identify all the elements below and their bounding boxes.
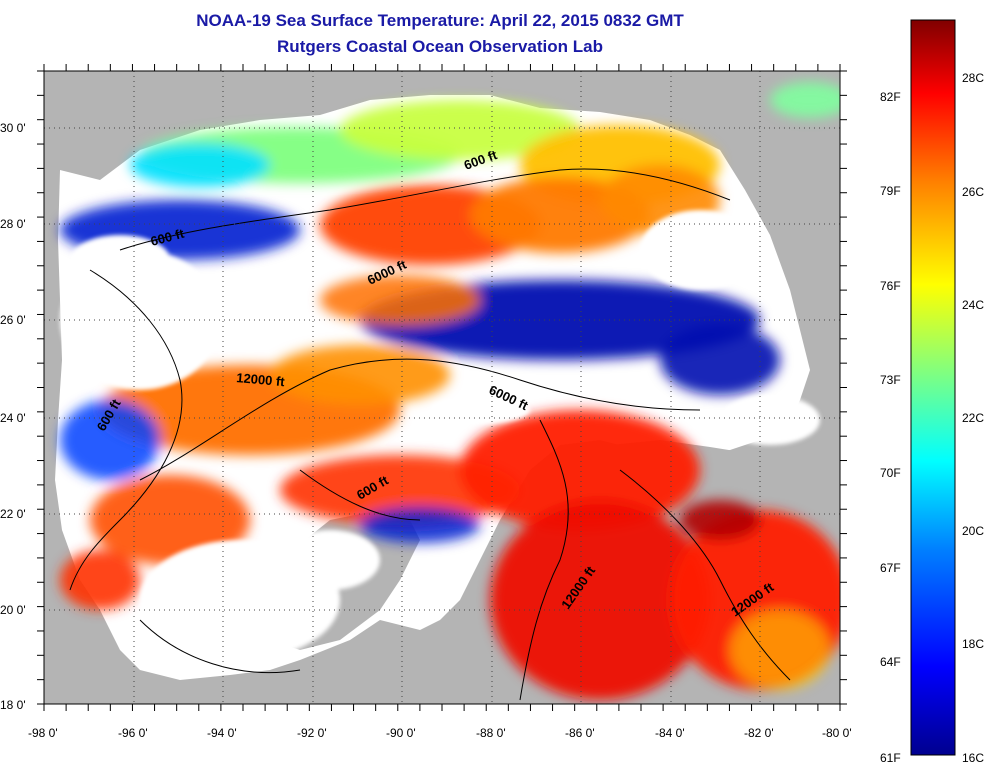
colorbar-label-c: 28C [962,71,984,85]
x-tick-label: -96 0' [118,726,148,740]
colorbar-label-f: 64F [880,655,901,669]
tick-marks [37,64,847,711]
contour-label: 12000 ft [236,370,286,389]
colorbar-label-f: 61F [880,751,901,765]
x-tick-label: -84 0' [655,726,685,740]
y-tick-label: 20 0' [0,603,26,617]
sst-field [60,82,840,700]
x-tick-label: -98 0' [28,726,58,740]
colorbar-label-c: 24C [962,298,984,312]
colorbar-celsius-labels: 28C 26C 24C 22C 20C 18C 16C [962,71,984,765]
colorbar-label-f: 82F [880,90,901,104]
colorbar-label-f: 70F [880,466,901,480]
map-title: NOAA-19 Sea Surface Temperature: April 2… [196,11,684,30]
x-tick-label: -80 0' [822,726,852,740]
colorbar-label-c: 16C [962,751,984,765]
colorbar: 82F 79F 76F 73F 70F 67F 64F 61F 28C 26C … [880,19,984,765]
y-tick-label: 26 0' [0,313,26,327]
colorbar-gradient [910,19,956,756]
map-panel: 600 ft 600 ft 6000 ft 12000 ft 6000 ft 6… [44,71,840,704]
nodata-patches [60,210,820,660]
colorbar-label-c: 18C [962,637,984,651]
x-tick-label: -88 0' [476,726,506,740]
y-tick-label: 24 0' [0,411,26,425]
colorbar-label-f: 73F [880,373,901,387]
x-tick-label: -90 0' [386,726,416,740]
colorbar-fahrenheit-labels: 82F 79F 76F 73F 70F 67F 64F 61F [880,90,901,765]
depth-contours [69,168,791,701]
x-axis-labels: -98 0' -96 0' -94 0' -92 0' -90 0' -88 0… [28,726,852,740]
x-tick-label: -82 0' [744,726,774,740]
x-tick-label: -86 0' [565,726,595,740]
grid-lines [44,71,840,704]
y-tick-label: 18 0' [0,698,26,712]
y-axis-labels: 30 0' 28 0' 26 0' 24 0' 22 0' 20 0' 18 0… [0,121,26,712]
colorbar-label-f: 67F [880,561,901,575]
y-tick-label: 30 0' [0,121,26,135]
colorbar-label-c: 26C [962,185,984,199]
florida-peninsula [785,71,840,400]
map-subtitle: Rutgers Coastal Ocean Observation Lab [277,37,603,56]
colorbar-label-c: 20C [962,524,984,538]
colorbar-label-f: 79F [880,184,901,198]
x-tick-label: -92 0' [297,726,327,740]
y-tick-label: 28 0' [0,217,26,231]
colorbar-label-f: 76F [880,279,901,293]
x-tick-label: -94 0' [207,726,237,740]
y-tick-label: 22 0' [0,507,26,521]
colorbar-label-c: 22C [962,411,984,425]
